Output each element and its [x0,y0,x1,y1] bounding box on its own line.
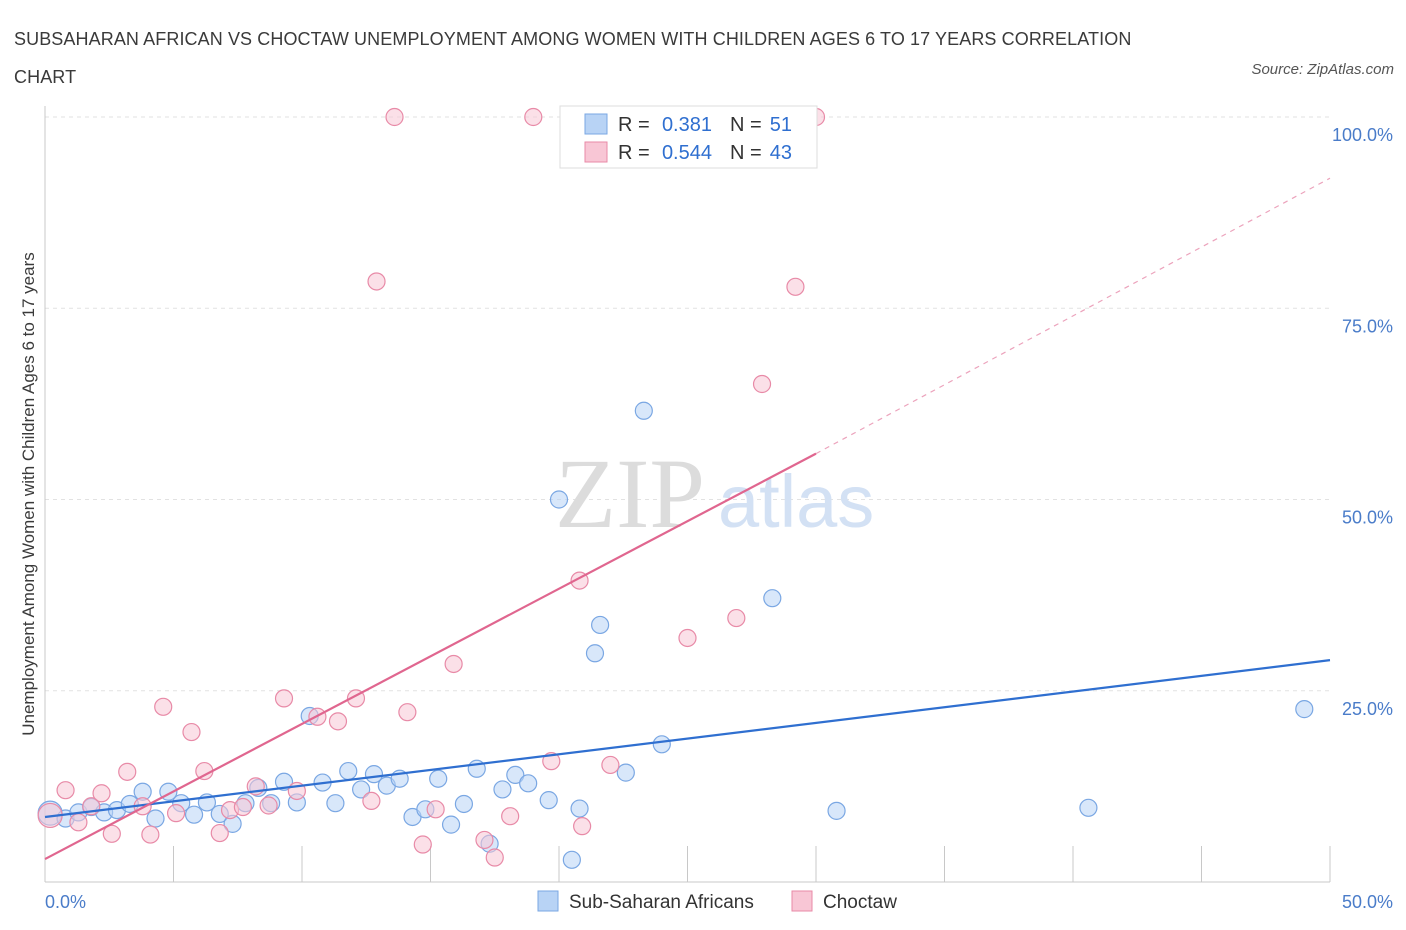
legend-r-value: 0.544 [662,142,712,164]
watermark: ZIP atlas [555,438,874,549]
choctaw-point [154,697,173,716]
subsaharan-point [326,794,345,813]
tick-labels: 25.0% 50.0% 75.0% 100.0% 0.0% 50.0% [45,125,1393,912]
legend-n-label: N = [730,142,762,164]
chart-title: SUBSAHARAN AFRICAN VS CHOCTAW UNEMPLOYME… [14,29,1132,87]
bottom-legend: Sub-Saharan Africans Choctaw [537,890,897,913]
legend-box: R = 0.381 N = 51 R = 0.544 N = 43 [559,105,818,169]
bottom-legend-swatch [791,890,813,912]
subsaharan-point [1079,798,1098,817]
subsaharan-point [827,801,846,820]
subsaharan-trend-line [44,659,1331,819]
y-tick-label: 100.0% [1332,125,1393,145]
choctaw-point [92,784,111,803]
subsaharan-point [763,589,782,608]
axes [44,106,1331,883]
watermark-zip: ZIP [555,438,705,549]
choctaw-point [444,654,463,674]
legend-n-value: 43 [770,142,792,164]
legend-r-value: 0.381 [662,114,712,136]
choctaw-point [426,800,445,819]
subsaharan-point [539,791,558,810]
choctaw-point [102,824,121,843]
subsaharan-point [493,780,512,799]
choctaw-point [573,817,592,836]
choctaw-point [141,825,160,844]
subsaharan-point [274,772,294,791]
subsaharan-point [562,850,581,869]
choctaw-trend-extension [815,177,1331,455]
subsaharan-point [454,794,474,814]
choctaw-point [56,781,75,800]
choctaw-point [678,628,697,648]
subsaharan-point [585,644,605,663]
subsaharan-point [549,490,569,509]
y-axis-title: Unemployment Among Women with Children A… [19,252,38,736]
subsaharan-point [506,765,525,785]
bottom-legend-label: Choctaw [823,892,897,913]
choctaw-trend-line [44,452,817,861]
choctaw-point [259,796,278,815]
subsaharan-point [634,401,653,420]
choctaw-point [233,797,252,817]
legend-swatch [584,113,608,135]
y-tick-label: 25.0% [1342,699,1393,719]
bottom-legend-swatch [537,890,559,912]
choctaw-point [413,835,432,854]
legend-swatch [584,141,608,163]
choctaw-point [786,277,805,296]
subsaharan-point [352,780,371,799]
subsaharan-point [184,805,204,824]
subsaharan-point [441,815,461,834]
choctaw-point [752,374,772,394]
x-tick-label: 0.0% [45,892,86,912]
subsaharan-point [591,615,610,635]
choctaw-point [210,823,229,843]
choctaw-point [182,722,201,742]
choctaw-point [475,830,494,850]
choctaw-point [367,272,386,291]
choctaw-point [501,807,520,826]
subsaharan-point [1295,700,1314,719]
subsaharan-point [652,735,671,754]
choctaw-point [362,791,381,811]
choctaw-point [601,755,620,775]
choctaw-point [524,107,543,127]
subsaharan-point [429,769,448,788]
choctaw-point [69,813,88,832]
choctaw-point [385,107,404,127]
watermark-atlas: atlas [718,460,874,543]
subsaharan-point [146,809,165,828]
subsaharan-point [616,763,635,782]
subsaharan-point [519,774,538,793]
choctaw-point [485,848,504,867]
choctaw-point [398,703,417,722]
choctaw-point [118,762,137,781]
bottom-legend-label: Sub-Saharan Africans [569,892,754,913]
legend-r-label: R = [618,114,650,136]
choctaw-point [542,752,561,771]
choctaw-point [328,712,348,731]
choctaw-point [727,608,746,628]
choctaw-point [274,689,294,708]
y-tick-label: 50.0% [1342,508,1393,528]
legend-n-value: 51 [770,114,792,136]
x-tick-label: 50.0% [1342,892,1393,912]
y-tick-label: 75.0% [1342,316,1393,336]
trend-lines [44,177,1331,861]
grid-lines [45,116,1330,692]
legend-n-label: N = [730,114,762,136]
choctaw-point [166,804,186,823]
legend-r-label: R = [618,142,650,164]
subsaharan-point [570,799,589,818]
source-note: Source: ZipAtlas.com [1251,61,1394,78]
subsaharan-point [339,761,358,781]
